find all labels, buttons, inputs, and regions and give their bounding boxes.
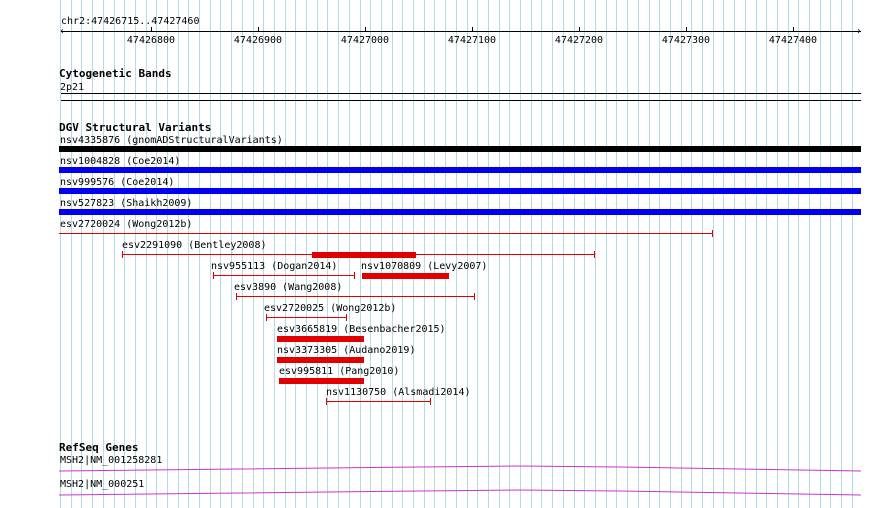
ruler-tick	[579, 27, 580, 32]
variant-label[interactable]: nsv999576 (Coe2014)	[60, 177, 175, 188]
region-label: chr2:47426715..47427460	[61, 16, 200, 27]
variant-end-cap	[430, 398, 431, 405]
ruler-tick-label: 47427000	[340, 35, 390, 46]
variant-label[interactable]: nsv955113 (Dogan2014)	[211, 261, 338, 272]
variant-label[interactable]: nsv1004828 (Coe2014)	[60, 156, 181, 167]
ruler-tick-label: 47426800	[126, 35, 176, 46]
variant-bar[interactable]	[59, 209, 861, 215]
variant-label[interactable]: nsv527823 (Shaikh2009)	[60, 198, 193, 209]
variant-label[interactable]: nsv3373305 (Audano2019)	[277, 345, 416, 356]
variant-end-cap	[712, 230, 713, 237]
variant-label[interactable]: esv2720024 (Wong2012b)	[60, 219, 193, 230]
variant-bar[interactable]	[59, 146, 861, 152]
cytoband-track-title: Cytogenetic Bands	[59, 67, 172, 80]
ruler-right-arrow-icon[interactable]: ›	[856, 26, 863, 37]
ruler-tick	[151, 27, 152, 32]
variant-label[interactable]: esv2720025 (Wong2012b)	[264, 303, 397, 314]
ruler-left-arrow-icon[interactable]: ‹	[59, 26, 66, 37]
gene-label[interactable]: MSH2|NM_000251	[60, 479, 145, 490]
dgv-track-title: DGV Structural Variants	[59, 121, 212, 134]
variant-span-line[interactable]	[59, 233, 713, 234]
ruler-tick-label: 47427100	[447, 35, 497, 46]
gene-label[interactable]: MSH2|NM_001258281	[60, 455, 163, 466]
ruler-tick-label: 47427400	[768, 35, 818, 46]
ruler-tick	[365, 27, 366, 32]
variant-block[interactable]	[362, 273, 449, 279]
variant-span-line[interactable]	[266, 317, 347, 318]
variant-block[interactable]	[277, 336, 364, 342]
ruler-tick	[472, 27, 473, 32]
cytoband-line[interactable]	[61, 100, 861, 101]
ruler-tick	[793, 27, 794, 32]
variant-end-cap	[326, 398, 327, 405]
variant-end-cap	[266, 314, 267, 321]
variant-block[interactable]	[312, 252, 416, 258]
variant-label[interactable]: esv3665819 (Besenbacher2015)	[277, 324, 446, 335]
ruler-axis	[61, 31, 861, 32]
variant-span-line[interactable]	[236, 296, 475, 297]
variant-label[interactable]: esv995811 (Pang2010)	[279, 366, 400, 377]
variant-end-cap	[213, 272, 214, 279]
variant-bar[interactable]	[59, 167, 861, 173]
ruler-tick-label: 47427200	[554, 35, 604, 46]
variant-end-cap	[594, 251, 595, 258]
gene-line[interactable]	[59, 487, 861, 497]
variant-end-cap	[236, 293, 237, 300]
variant-span-line[interactable]	[326, 401, 431, 402]
variant-block[interactable]	[279, 378, 364, 384]
variant-end-cap	[122, 251, 123, 258]
variant-label[interactable]: nsv4335876 (gnomADStructuralVariants)	[60, 135, 283, 146]
gene-line[interactable]	[59, 463, 861, 473]
ruler-tick-label: 47426900	[233, 35, 283, 46]
cytoband-label[interactable]: 2p21	[60, 82, 85, 93]
ruler-tick-label: 47427300	[661, 35, 711, 46]
variant-label[interactable]: esv3890 (Wang2008)	[234, 282, 343, 293]
refseq-track-title: RefSeq Genes	[59, 441, 139, 454]
variant-label[interactable]: nsv1130750 (Alsmadi2014)	[326, 387, 471, 398]
variant-label[interactable]: esv2291090 (Bentley2008)	[122, 240, 267, 251]
cytoband-line[interactable]	[61, 93, 861, 94]
ruler-tick	[258, 27, 259, 32]
variant-bar[interactable]	[59, 188, 861, 194]
variant-block[interactable]	[277, 357, 364, 363]
variant-end-cap	[354, 272, 355, 279]
variant-span-line[interactable]	[213, 275, 355, 276]
variant-end-cap	[346, 314, 347, 321]
ruler-tick	[686, 27, 687, 32]
variant-label[interactable]: nsv1070809 (Levy2007)	[361, 261, 488, 272]
variant-end-cap	[474, 293, 475, 300]
